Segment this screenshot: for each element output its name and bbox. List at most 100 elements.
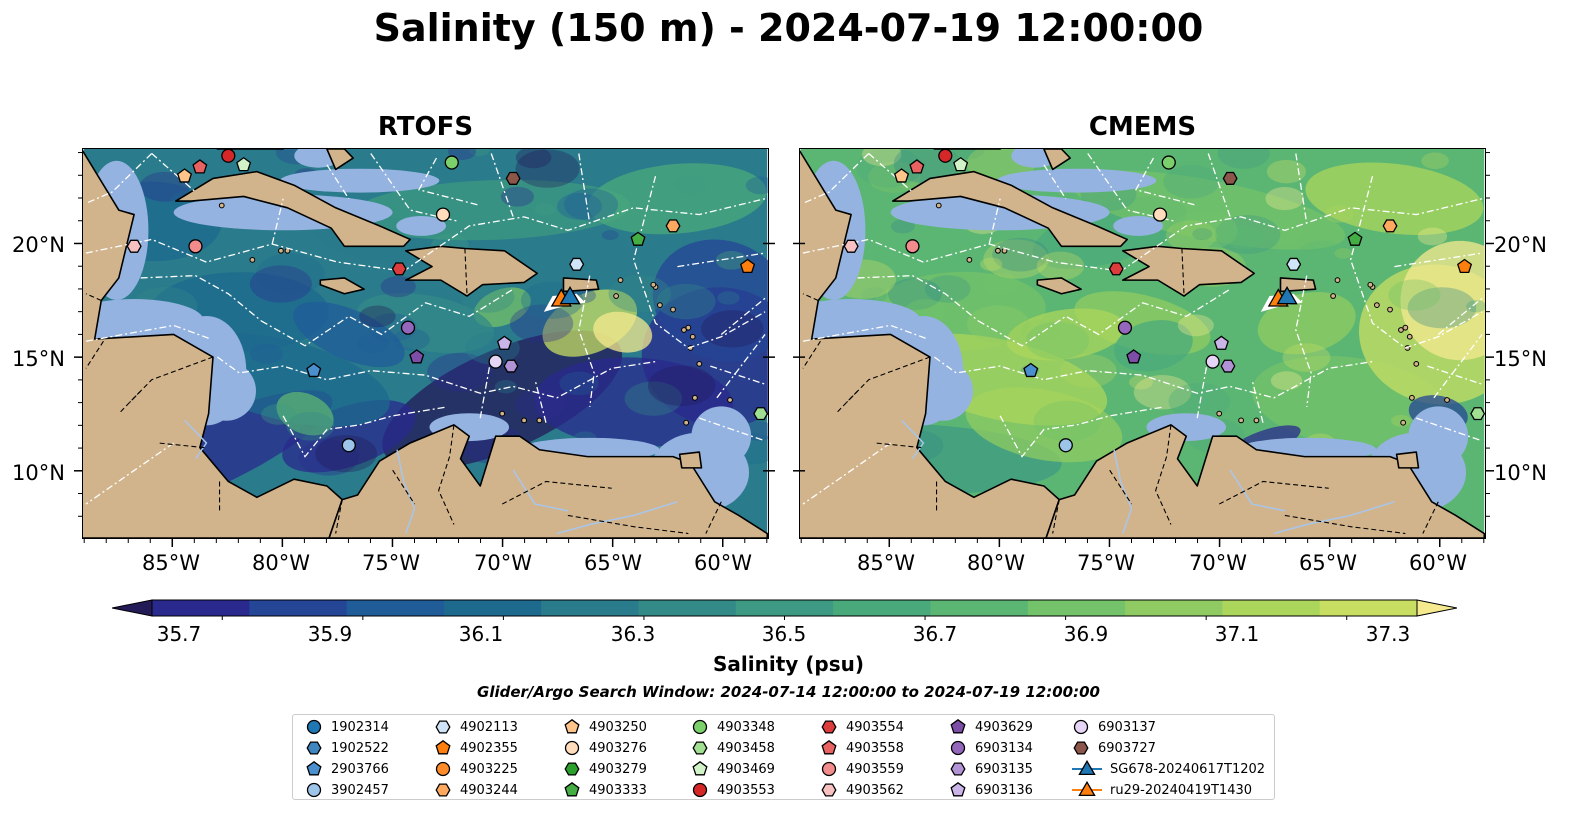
legend-label: 4903458 [717, 740, 775, 756]
country-border [1109, 469, 1133, 505]
country-border [802, 293, 819, 302]
lon-tick-label: 85°W [142, 551, 200, 575]
eez-boundary [716, 334, 766, 399]
country-border [438, 424, 455, 525]
legend-item: 4903276 [563, 738, 647, 758]
island [613, 293, 620, 299]
island [696, 361, 703, 367]
legend-label: 4903629 [975, 719, 1033, 735]
legend-pentagon-icon [950, 718, 966, 734]
obs-4903629 [1126, 349, 1142, 364]
island [692, 394, 698, 401]
colorbar-segment [1319, 600, 1418, 616]
legend-circle-icon [306, 719, 322, 735]
obs-SG678-20240617T1202 [559, 285, 581, 305]
colorbar-tick: 36.7 [912, 622, 958, 646]
legend-label: 4903559 [846, 761, 904, 777]
eez-boundary [1427, 365, 1483, 385]
lat-tick-label: 10°N [12, 461, 65, 485]
river [901, 419, 925, 460]
map-cmems[interactable] [799, 148, 1486, 539]
obs-6903134 [1117, 320, 1133, 335]
legend-hexagon-icon [821, 783, 837, 797]
country-border [1218, 480, 1329, 505]
island [685, 324, 692, 331]
eez-boundary [578, 275, 595, 407]
observation-markers [843, 149, 1485, 453]
eez-boundary [490, 153, 514, 218]
colorbar-tick: 37.1 [1214, 622, 1260, 646]
legend-item: 1902314 [305, 717, 389, 737]
lat-tick-label: 15°N [12, 347, 65, 371]
obs-2903766 [1023, 362, 1039, 378]
lon-tick-label: 80°W [252, 551, 310, 575]
island [935, 202, 942, 209]
legend-item: 4903554 [820, 717, 904, 737]
legend-item: 4903558 [820, 738, 904, 758]
obs-6903136 [1213, 335, 1229, 350]
map-rtofs[interactable] [82, 148, 769, 539]
legend-label: 4902355 [460, 740, 518, 756]
land-cuba [174, 170, 411, 248]
obs-4903458 [753, 407, 768, 421]
legend-item: 4903469 [691, 759, 775, 779]
legend-item: 6903136 [949, 780, 1033, 800]
obs-3902457 [341, 438, 356, 453]
eez-boundary [85, 153, 153, 204]
legend-pentagon-icon [435, 739, 451, 755]
colorbar-segment [541, 600, 639, 616]
eez-boundary [1433, 334, 1483, 399]
legend-label: 4903554 [846, 719, 904, 735]
legend-item: ru29-20240419T1430 [1072, 780, 1252, 800]
obs-4903553 [221, 149, 236, 163]
legend-line-triangle-icon [1072, 760, 1102, 776]
obs-4903559 [188, 239, 203, 254]
lat-tick-label: 10°N [1494, 461, 1547, 485]
colorbar-extend-max [1416, 599, 1457, 617]
land-jam [1036, 277, 1082, 295]
obs-3902457 [1058, 438, 1073, 453]
lon-tick-label: 75°W [362, 551, 420, 575]
river [512, 469, 569, 512]
colorbar-segment [249, 600, 348, 616]
legend-hexagon-icon [306, 741, 322, 755]
eez-boundary [802, 198, 1483, 272]
obs-4903333 [1347, 231, 1363, 246]
figure-title: Salinity (150 m) - 2024-07-19 12:00:00 [373, 6, 1204, 50]
colorbar-segment [443, 600, 542, 616]
obs-6903727 [1222, 171, 1238, 185]
colorbar [112, 599, 1457, 620]
obs-4903469 [953, 156, 969, 172]
eez-boundary [326, 164, 350, 200]
eez-boundary [1437, 297, 1483, 335]
lat-tick-label: 20°N [12, 233, 65, 257]
legend-item: 1902522 [305, 738, 389, 758]
legend-circle-icon [692, 782, 708, 798]
legend-item: 4903553 [691, 780, 775, 800]
obs-4903348 [1161, 155, 1176, 170]
colorbar-tick: 36.5 [761, 622, 807, 646]
obs-4903562 [126, 239, 142, 253]
obs-4903558 [909, 159, 925, 174]
obs-4903469 [236, 156, 252, 172]
legend-label: 4903553 [717, 782, 775, 798]
country-border [118, 390, 142, 415]
island [1330, 293, 1337, 299]
eez-boundary [933, 356, 1373, 399]
legend-item: 4903458 [691, 738, 775, 758]
land-trinidad [1395, 451, 1420, 469]
legend-label: 4903225 [460, 761, 518, 777]
eez-boundary [1207, 153, 1231, 218]
legend-item: 4903250 [563, 717, 647, 737]
island [689, 333, 696, 340]
obs-4903559 [905, 239, 920, 254]
legend-label: 1902522 [331, 740, 389, 756]
river [1229, 469, 1286, 512]
river [1113, 449, 1133, 534]
island [1409, 394, 1415, 401]
eez-boundary [802, 324, 929, 342]
legend-label: 4903250 [589, 719, 647, 735]
river [556, 501, 678, 535]
island [536, 417, 543, 424]
eez-boundary [699, 417, 766, 442]
